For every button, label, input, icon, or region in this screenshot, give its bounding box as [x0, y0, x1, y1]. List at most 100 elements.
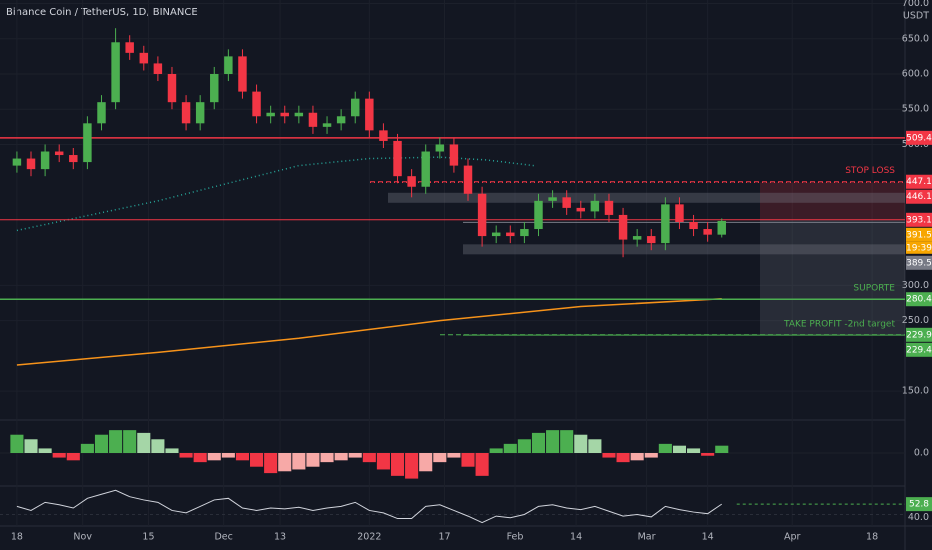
candle-body	[238, 56, 247, 92]
x-tick-label: 18	[11, 532, 23, 543]
candle-body	[506, 232, 515, 237]
candle-body	[661, 204, 670, 244]
chart-title: Binance Coin / TetherUS, 1D, BINANCE	[6, 7, 198, 18]
momentum-bar	[38, 448, 52, 453]
momentum-bar	[24, 439, 38, 453]
zone	[463, 244, 905, 255]
candle-body	[125, 42, 134, 53]
momentum-bar	[644, 453, 658, 458]
x-tick-label: 14	[702, 532, 714, 543]
price-tag-label: 391.5	[906, 230, 932, 240]
candle-body	[153, 63, 163, 74]
y-tick-label: 0.0	[914, 448, 929, 459]
x-tick-label: 15	[142, 532, 154, 543]
candle-body	[139, 52, 149, 64]
momentum-bar	[207, 453, 221, 461]
candle-body	[83, 123, 92, 163]
momentum-bar	[334, 453, 348, 461]
moving-average	[16, 156, 534, 232]
candle-body	[449, 144, 459, 166]
momentum-bar	[503, 443, 517, 453]
level-annotation: STOP LOSS	[845, 166, 895, 176]
price-tag	[906, 130, 932, 145]
candle-body	[336, 116, 346, 124]
candle-body	[703, 229, 712, 235]
candle-body	[562, 197, 571, 208]
candle-body	[210, 73, 219, 103]
position-target	[760, 219, 905, 335]
momentum-bar	[517, 439, 531, 453]
y-tick-label: 650.0	[902, 33, 929, 44]
candle-body	[322, 123, 332, 127]
level-annotation: SUPORTE	[853, 284, 895, 294]
position-risk	[760, 182, 905, 220]
y-tick-label: 40.0	[908, 512, 929, 523]
candle-body	[576, 207, 586, 212]
candle-body	[69, 155, 78, 163]
candle-body	[435, 144, 445, 152]
candle-body	[181, 102, 191, 124]
momentum-bar	[433, 453, 447, 463]
candle-body	[365, 98, 374, 131]
momentum-bar	[546, 430, 560, 453]
momentum-bar	[672, 445, 687, 453]
price-tag	[906, 227, 932, 242]
candle-body	[477, 193, 487, 237]
x-tick-label: Feb	[507, 532, 524, 543]
candle-body	[54, 151, 64, 156]
momentum-bar	[278, 453, 292, 472]
x-tick-label: 2022	[357, 532, 381, 543]
price-tag	[906, 497, 932, 512]
momentum-bar	[531, 432, 546, 453]
candle-body	[252, 91, 261, 117]
momentum-bar	[475, 453, 489, 476]
candle-body	[280, 112, 289, 117]
momentum-bar	[179, 453, 193, 458]
moving-average	[16, 298, 722, 366]
momentum-bar	[52, 453, 66, 458]
candle-body	[195, 102, 205, 124]
y-tick-label: 150.0	[902, 386, 929, 397]
momentum-bar	[461, 453, 475, 467]
price-tag	[906, 255, 932, 270]
candle-body	[618, 214, 628, 240]
candle-body	[675, 204, 684, 222]
momentum-bar	[715, 445, 729, 453]
y-tick-label: 300.0	[902, 280, 929, 291]
momentum-bar	[94, 434, 109, 453]
x-tick-label: 18	[866, 532, 878, 543]
price-tag-label: 229.9	[906, 330, 932, 340]
x-tick-label: Apr	[784, 532, 801, 543]
candle-body	[647, 236, 656, 244]
candle-body	[590, 200, 600, 212]
currency-label: USDT	[903, 11, 929, 22]
candle-body	[393, 140, 402, 177]
candle-body	[12, 158, 22, 166]
candle-body	[421, 151, 430, 187]
price-tag-label: 393.1	[906, 215, 932, 225]
countdown: 19:39	[906, 243, 932, 253]
momentum-bar	[137, 432, 151, 453]
candle-body	[548, 197, 557, 201]
price-tag	[906, 292, 932, 307]
candle-body	[40, 151, 50, 170]
momentum-bar	[235, 453, 250, 461]
price-tag	[906, 174, 932, 189]
y-tick-label: 700.0	[902, 0, 929, 9]
momentum-bar	[560, 430, 574, 453]
momentum-bar	[588, 439, 602, 453]
candle-body	[167, 73, 177, 103]
momentum-bar	[390, 453, 405, 476]
momentum-bar	[193, 453, 207, 463]
candle-body	[604, 200, 614, 215]
price-tag-label: 229.4	[906, 345, 932, 355]
candle-body	[266, 112, 275, 117]
candle-body	[26, 158, 36, 170]
momentum-bar	[362, 453, 376, 463]
rsi-line	[16, 489, 723, 524]
price-tag-label: 447.1	[906, 177, 932, 187]
momentum-bar	[151, 439, 165, 453]
momentum-bar	[630, 453, 644, 461]
momentum-bar	[658, 443, 672, 453]
